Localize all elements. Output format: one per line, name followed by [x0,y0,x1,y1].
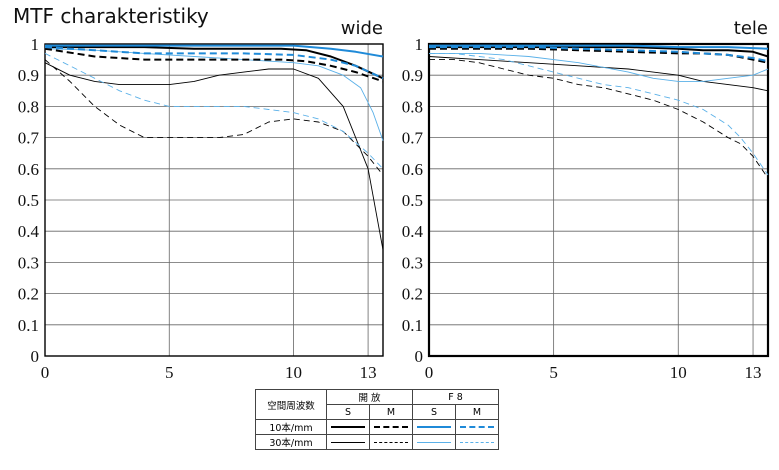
series-10-open-m [44,47,384,83]
series-30-F8-s [429,52,769,82]
panel-label: wide [341,18,383,39]
y-tick-label: 0.7 [18,129,40,148]
legend-col-f8-m: M [455,404,499,420]
y-tick-label: 0.6 [18,160,39,179]
x-tick-label: 10 [285,363,302,382]
x-tick-label: 0 [425,363,434,382]
series-30-open-m [44,59,384,176]
series-30-F8-m [429,52,769,176]
y-tick-label: 0.5 [402,191,423,210]
x-tick-label: 5 [549,363,558,382]
series-10-F8-m [429,46,769,63]
plot-frame [427,42,770,358]
y-tick-label: 0.5 [18,191,39,210]
legend-swatch-10-f8-s [412,419,456,435]
y-tick-label: 0 [415,347,424,366]
y-tick-label: 0.3 [402,253,423,272]
plot-frame [44,43,384,357]
mtf-charts: 00.10.20.30.40.50.60.70.80.910 5 10 13wide … [18,18,770,382]
series-30-open-s [428,56,769,92]
legend-swatch-10-open-m [369,419,413,435]
legend-swatch-10-f8-m [455,419,499,435]
legend-row-30: 30本/mm [255,434,327,450]
y-tick-label: 0.3 [18,253,39,272]
panel-label: tele [734,18,768,39]
y-tick-label: 0.7 [402,129,424,148]
series-30-F8-m [44,52,384,170]
y-tick-label: 0.1 [18,316,39,335]
legend-group-open: 開 放 [326,389,413,405]
legend-group-f8: F 8 [412,389,499,405]
legend-col-open-m: M [369,404,413,420]
legend-col-f8-s: S [412,404,456,420]
y-tick-label: 0.1 [402,316,423,335]
series-10-open-s [429,46,769,58]
legend-swatch-30-open-s [326,434,370,450]
legend-table: 空間周波数 開 放 F 8 S M S M 10本/mm 30本/mm [255,389,499,450]
y-tick-label: 0.9 [18,66,39,85]
y-tick-label: 0.4 [18,222,40,241]
x-tick-label: 10 [670,363,687,382]
series-10-open-s [45,46,384,80]
legend-swatch-30-f8-s [412,434,456,450]
legend-swatch-10-open-s [326,419,370,435]
page-title: MTF charakteristiky [13,4,209,28]
y-tick-label: 0.9 [402,66,423,85]
y-tick-label: 1 [415,35,424,54]
y-tick-label: 0.8 [18,97,39,116]
series-10-F8-m [44,46,384,80]
y-tick-label: 0.4 [402,222,424,241]
y-tick-label: 0 [31,347,40,366]
y-tick-label: 0.6 [402,160,423,179]
y-tick-label: 1 [31,35,40,54]
x-tick-label: 13 [745,363,762,382]
x-tick-label: 5 [165,363,174,382]
legend-row-10: 10本/mm [255,419,327,435]
legend-swatch-30-f8-m [455,434,499,450]
series-30-open-s [44,62,384,250]
legend-col-open-s: S [326,404,370,420]
series-10-F8-s [429,44,769,50]
y-tick-label: 0.2 [402,285,423,304]
series-30-open-m [429,59,769,179]
series-10-F8-s [45,44,384,58]
x-tick-label: 0 [41,363,50,382]
y-tick-label: 0.2 [18,285,39,304]
y-tick-label: 0.8 [402,97,423,116]
x-tick-label: 13 [360,363,377,382]
legend-swatch-30-open-m [369,434,413,450]
legend-header-label: 空間周波数 [255,389,327,420]
